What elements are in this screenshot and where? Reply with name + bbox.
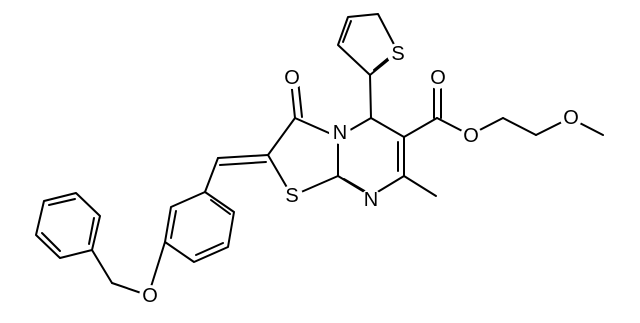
label-backdrop	[560, 107, 582, 129]
atom-label: S	[391, 43, 404, 65]
atom-label: N	[333, 122, 347, 144]
bonds	[35, 13, 604, 297]
atom-label: O	[563, 107, 579, 129]
atom-label: S	[285, 185, 298, 207]
atom-label: O	[142, 285, 158, 307]
label-backdrop	[360, 189, 382, 211]
label-backdrop	[387, 43, 409, 65]
label-backdrop	[281, 67, 303, 89]
label-backdrop	[427, 67, 449, 89]
atom-label: O	[284, 67, 300, 89]
label-backdrop	[139, 285, 161, 307]
atom-labels: S O N O O O S N O	[139, 43, 582, 307]
atom-label: N	[364, 189, 378, 211]
atom-label: O	[430, 67, 446, 89]
atom-label: O	[463, 125, 479, 147]
label-backdrop	[281, 185, 303, 207]
label-backdrop	[460, 125, 482, 147]
label-backdrop	[329, 122, 351, 144]
